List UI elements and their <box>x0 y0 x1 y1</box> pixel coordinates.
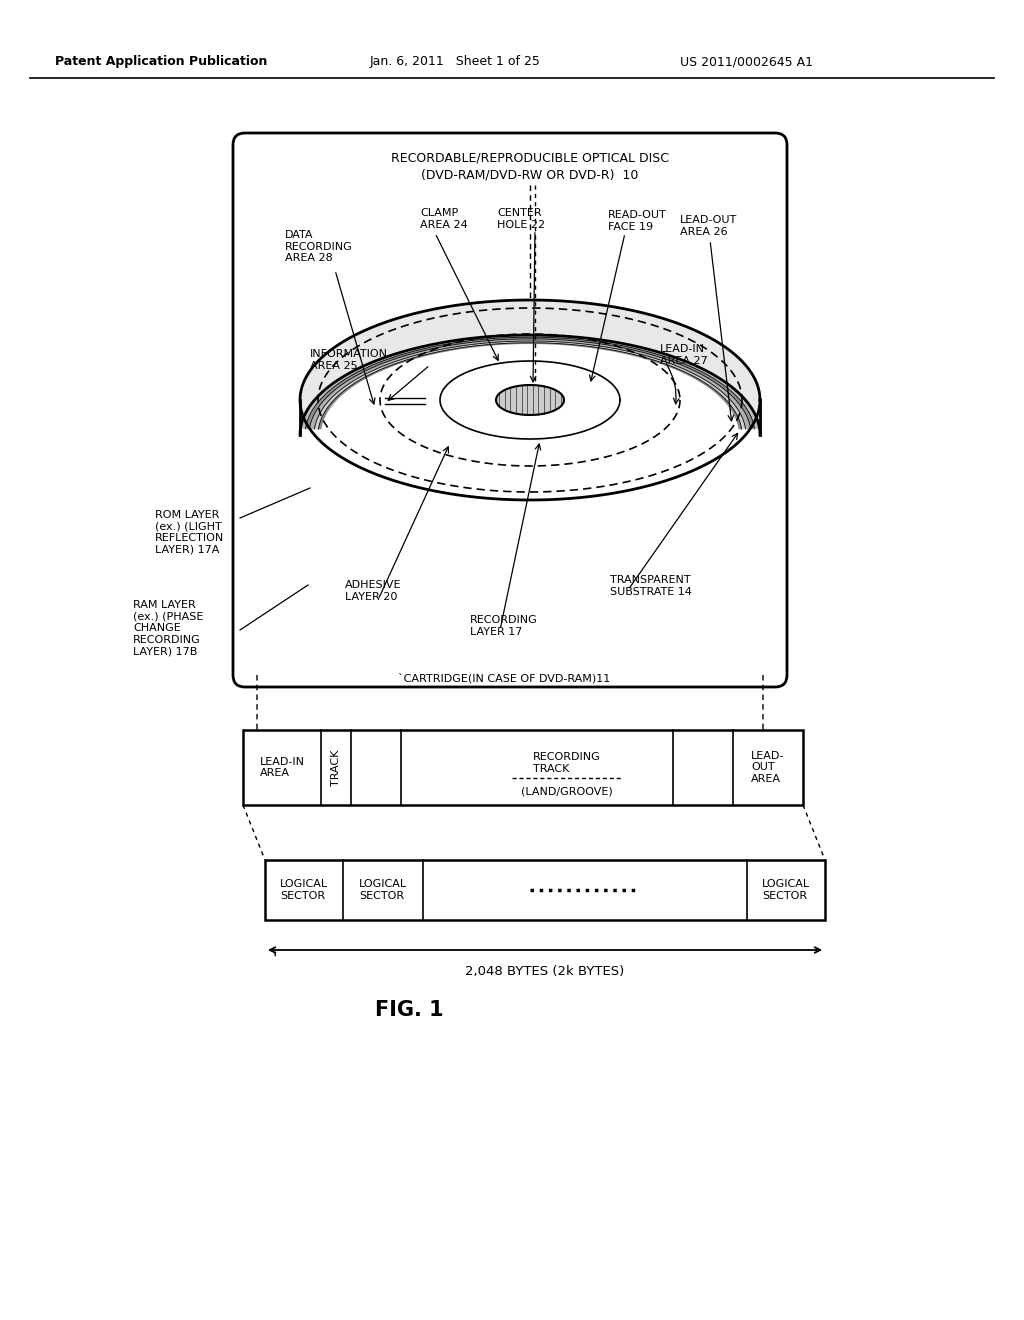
Text: TRANSPARENT
SUBSTRATE 14: TRANSPARENT SUBSTRATE 14 <box>610 576 692 597</box>
Text: FIG. 1: FIG. 1 <box>375 1001 443 1020</box>
FancyBboxPatch shape <box>233 133 787 686</box>
Polygon shape <box>318 343 741 429</box>
Text: LOGICAL
SECTOR: LOGICAL SECTOR <box>359 879 408 900</box>
Text: READ-OUT
FACE 19: READ-OUT FACE 19 <box>608 210 667 231</box>
Polygon shape <box>314 341 745 429</box>
Text: INFORMATION
AREA 25: INFORMATION AREA 25 <box>310 350 388 371</box>
Text: 2,048 BYTES (2k BYTES): 2,048 BYTES (2k BYTES) <box>465 965 625 978</box>
Bar <box>243 730 803 805</box>
Text: LEAD-OUT
AREA 26: LEAD-OUT AREA 26 <box>680 215 737 236</box>
Polygon shape <box>305 337 755 429</box>
Polygon shape <box>300 300 760 436</box>
Polygon shape <box>309 339 751 429</box>
Text: LOGICAL
SECTOR: LOGICAL SECTOR <box>280 879 328 900</box>
Polygon shape <box>300 300 760 500</box>
Text: Jan. 6, 2011   Sheet 1 of 25: Jan. 6, 2011 Sheet 1 of 25 <box>370 55 541 69</box>
Text: RECORDING
LAYER 17: RECORDING LAYER 17 <box>470 615 538 636</box>
Text: CENTER
HOLE 22: CENTER HOLE 22 <box>497 209 545 230</box>
Text: RECORDABLE/REPRODUCIBLE OPTICAL DISC: RECORDABLE/REPRODUCIBLE OPTICAL DISC <box>391 152 669 165</box>
Text: DATA
RECORDING
AREA 28: DATA RECORDING AREA 28 <box>285 230 352 263</box>
Polygon shape <box>300 335 760 429</box>
Text: Patent Application Publication: Patent Application Publication <box>55 55 267 69</box>
Text: CLAMP
AREA 24: CLAMP AREA 24 <box>420 209 468 230</box>
Text: LEAD-IN
AREA: LEAD-IN AREA <box>259 756 304 779</box>
Text: RAM LAYER
(ex.) (PHASE
CHANGE
RECORDING
LAYER) 17B: RAM LAYER (ex.) (PHASE CHANGE RECORDING … <box>133 601 204 656</box>
Bar <box>265 861 825 920</box>
Text: ADHESIVE
LAYER 20: ADHESIVE LAYER 20 <box>345 579 401 602</box>
Text: LEAD-
OUT
AREA: LEAD- OUT AREA <box>752 751 784 784</box>
Text: US 2011/0002645 A1: US 2011/0002645 A1 <box>680 55 813 69</box>
Text: (DVD-RAM/DVD-RW OR DVD-R)  10: (DVD-RAM/DVD-RW OR DVD-R) 10 <box>421 169 639 181</box>
Text: `CARTRIDGE(IN CASE OF DVD-RAM)11: `CARTRIDGE(IN CASE OF DVD-RAM)11 <box>398 673 610 684</box>
Text: LOGICAL
SECTOR: LOGICAL SECTOR <box>762 879 810 900</box>
Text: TRACK: TRACK <box>331 750 341 785</box>
Polygon shape <box>440 360 620 440</box>
Polygon shape <box>496 385 564 414</box>
Text: RECORDING
TRACK: RECORDING TRACK <box>534 752 601 774</box>
Text: LEAD-IN
AREA 27: LEAD-IN AREA 27 <box>660 345 708 366</box>
Text: ROM LAYER
(ex.) (LIGHT
REFLECTION
LAYER) 17A: ROM LAYER (ex.) (LIGHT REFLECTION LAYER)… <box>155 510 224 554</box>
Text: (LAND/GROOVE): (LAND/GROOVE) <box>521 787 613 797</box>
